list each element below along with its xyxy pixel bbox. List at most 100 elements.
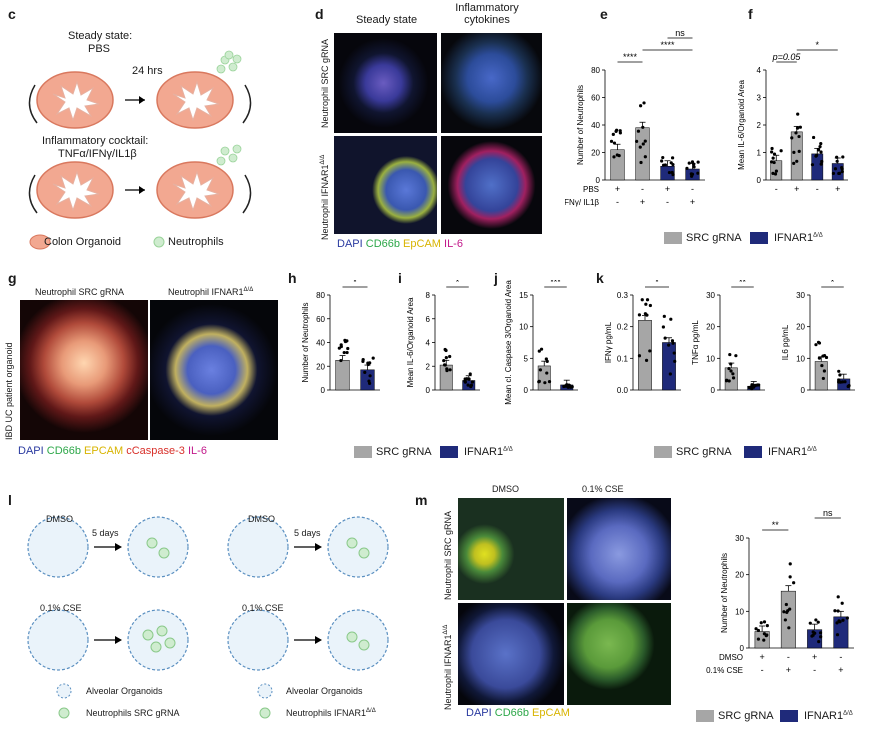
condition-mark: - xyxy=(761,665,764,675)
data-point xyxy=(810,163,815,167)
data-point xyxy=(687,161,691,165)
g-col-src: Neutrophil SRC gRNA xyxy=(35,287,125,297)
y-tick-label: 60 xyxy=(316,315,325,324)
condition-mark: + xyxy=(838,665,843,675)
data-point xyxy=(782,610,786,614)
condition-mark: + xyxy=(835,184,840,194)
l-dmso-2: DMSO xyxy=(248,514,275,524)
chart-k3: 0 10 20 30 IL6 pg/mL * xyxy=(781,280,855,395)
legend-ifn-box-bot xyxy=(780,710,798,722)
data-point xyxy=(772,152,777,156)
data-point xyxy=(725,378,729,382)
data-point xyxy=(661,155,665,160)
data-point xyxy=(837,369,841,373)
y-tick-label: 0 xyxy=(757,176,762,185)
data-point xyxy=(795,126,800,130)
m-stain-legend: DAPI CD66b EpCAM xyxy=(466,707,570,719)
l-time-2: 5 days xyxy=(294,528,321,538)
y-tick-label: 20 xyxy=(706,323,715,332)
chart-f: 0 1 2 3 4 Mean IL-6/Organoid Area p=0.05 * - + - + xyxy=(737,40,848,194)
data-point xyxy=(812,135,816,140)
micrograph-m-3 xyxy=(458,603,564,705)
y-tick-label: 80 xyxy=(316,291,325,300)
data-point xyxy=(670,339,675,343)
data-point xyxy=(822,369,827,373)
data-point xyxy=(818,631,823,635)
sig-label: *** xyxy=(550,280,561,287)
data-point xyxy=(670,156,675,160)
data-point xyxy=(669,317,673,321)
sig-label: * xyxy=(353,280,357,287)
data-point xyxy=(816,148,821,152)
data-point xyxy=(463,377,467,381)
data-point xyxy=(644,302,648,306)
data-point xyxy=(641,125,645,129)
data-point xyxy=(769,160,774,164)
sig-label: p=0.05 xyxy=(772,52,802,62)
data-point xyxy=(773,172,778,176)
micrograph-g-1 xyxy=(20,300,148,440)
panel-label-k: k xyxy=(596,270,604,286)
data-point xyxy=(814,153,819,157)
d-row-ifnar: Neutrophil IFNAR1Δ/Δ xyxy=(320,154,330,240)
data-point xyxy=(792,150,796,154)
data-point xyxy=(835,159,839,163)
data-point xyxy=(636,129,641,133)
data-point xyxy=(788,562,792,566)
data-point xyxy=(750,383,754,387)
y-tick-label: 15 xyxy=(519,291,528,300)
data-point xyxy=(539,347,544,351)
chart-k2: 0 10 20 30 TNFα pg/mL ** xyxy=(691,280,765,395)
condition-label: 0.1% CSE xyxy=(706,666,743,675)
data-point xyxy=(689,172,693,176)
d-stain-legend: DAPI CD66b EpCAM IL-6 xyxy=(337,238,463,250)
steady-state-sub: PBS xyxy=(88,43,111,55)
y-axis-label: TNFα pg/mL xyxy=(691,320,700,365)
steady-state-title: Steady state: xyxy=(68,30,133,42)
data-point xyxy=(569,385,573,389)
data-point xyxy=(609,139,614,143)
legend-src-mid: SRC gRNA xyxy=(376,446,432,458)
y-tick-label: 0 xyxy=(740,644,745,653)
stain-cd66b: CD66b xyxy=(491,707,529,719)
sig-label: * xyxy=(655,280,659,287)
stain-il-6: IL-6 xyxy=(440,238,463,250)
data-point xyxy=(818,144,822,149)
data-point xyxy=(752,385,756,389)
bar xyxy=(662,342,676,391)
y-axis-label: Mean IL-6/Organoid Area xyxy=(406,297,415,387)
data-point xyxy=(833,167,838,171)
data-point xyxy=(445,367,449,371)
data-point xyxy=(663,163,667,167)
data-point xyxy=(468,372,472,376)
g-col-ifnar: Neutrophil IFNAR1Δ/Δ xyxy=(168,287,254,297)
data-point xyxy=(797,134,801,139)
data-point xyxy=(618,131,622,135)
data-point xyxy=(342,350,346,355)
legend-neutrophils-c: Neutrophils xyxy=(168,236,224,248)
data-point xyxy=(765,624,769,628)
cocktail-sub: TNFα/IFNγ/IL1β xyxy=(58,148,137,160)
data-point xyxy=(368,361,372,365)
y-tick-label: 0 xyxy=(321,386,326,395)
chart-k1: 0.0 0.1 0.2 0.3 IFNγ pg/mL * xyxy=(604,280,681,395)
micrograph-d-1 xyxy=(334,33,437,133)
bar xyxy=(360,369,375,391)
y-tick-label: 30 xyxy=(796,291,805,300)
data-point xyxy=(466,383,470,387)
micrograph-d-3 xyxy=(334,136,437,234)
y-tick-label: 20 xyxy=(796,323,805,332)
data-point xyxy=(639,104,643,108)
data-point xyxy=(814,343,818,347)
bar xyxy=(635,127,650,181)
legend-src-k: SRC gRNA xyxy=(676,446,732,458)
g-side-label: IBD UC patient organoid xyxy=(4,342,14,440)
data-point xyxy=(762,620,767,624)
data-point xyxy=(835,633,840,637)
y-tick-label: 20 xyxy=(316,362,325,371)
y-axis-label: Number of Neutrophils xyxy=(576,85,585,165)
y-tick-label: 10 xyxy=(706,354,715,363)
micrograph-d-2 xyxy=(441,33,542,133)
y-tick-label: 0 xyxy=(711,386,716,395)
data-point xyxy=(770,146,774,151)
